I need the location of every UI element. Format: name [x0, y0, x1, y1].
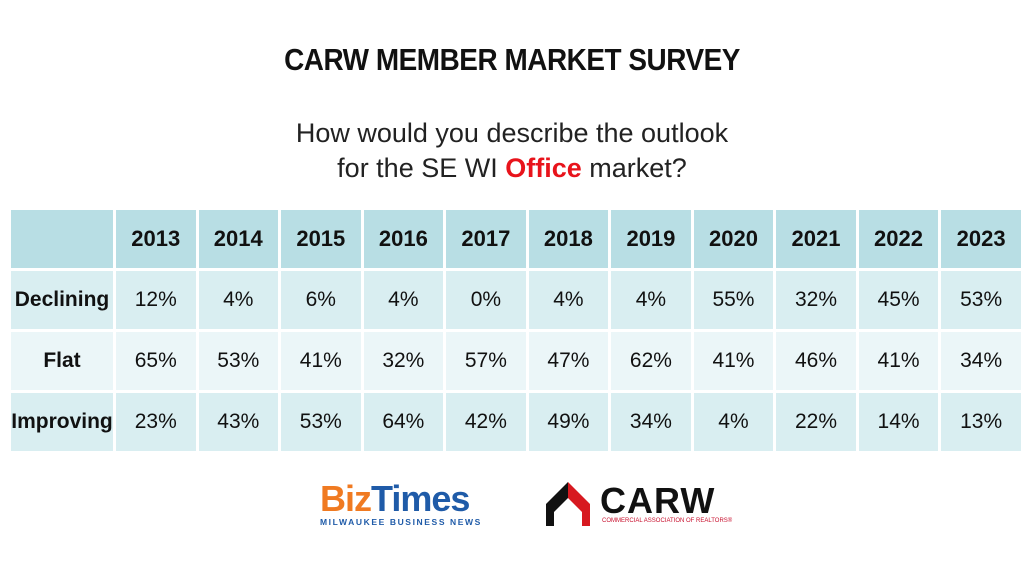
table-cell: 45% [858, 271, 939, 329]
logo-text: Biz [320, 478, 372, 519]
question-line: How would you describe the outlook [295, 118, 729, 148]
table-cell: 4% [363, 271, 444, 329]
table-cell: 22% [776, 393, 856, 451]
table-cell: 41% [693, 332, 774, 390]
header-row: 2013 2014 2015 2016 2017 2018 2019 2020 2021 2022… [11, 210, 1021, 268]
column-header: 2016 [363, 210, 444, 268]
table-cell: 41% [858, 332, 939, 390]
table-cell: 4% [528, 271, 609, 329]
row-label: Flat [11, 332, 113, 390]
table-cell: 43% [198, 393, 279, 451]
table-cell: 47% [528, 332, 609, 390]
table-cell: 46% [776, 332, 856, 390]
row-label: Improving [11, 393, 113, 451]
table-row: Improving 23% 43% 53% 64% 42% 49% 34% 4% 22% 14% 13… [11, 393, 1021, 451]
logo-text: CARW [600, 480, 716, 521]
logo-text: Times [371, 478, 470, 519]
table-cell: 0% [446, 271, 526, 329]
column-header: 2020 [693, 210, 774, 268]
table-cell: 62% [611, 332, 691, 390]
table-cell: 65% [115, 332, 196, 390]
column-header: 2018 [528, 210, 609, 268]
table-cell: 42% [446, 393, 526, 451]
table-cell: 53% [941, 271, 1021, 329]
row-label: Declining [11, 271, 113, 329]
column-header: 2023 [941, 210, 1021, 268]
column-header: 2014 [198, 210, 279, 268]
table-cell: 32% [776, 271, 856, 329]
table-cell: 12% [115, 271, 196, 329]
table-cell: 4% [198, 271, 279, 329]
question-text: market? [581, 153, 687, 183]
table-cell: 34% [941, 332, 1021, 390]
table-cell: 57% [446, 332, 526, 390]
column-header: 2015 [281, 210, 361, 268]
table-cell: 53% [281, 393, 361, 451]
table-cell: 41% [281, 332, 361, 390]
table-cell: 53% [198, 332, 279, 390]
question: How would you describe the outlook for t… [0, 116, 1024, 186]
table-cell: 4% [693, 393, 774, 451]
column-header: 2019 [611, 210, 691, 268]
question-highlight: Office [505, 153, 582, 183]
carw-icon [546, 482, 590, 526]
corner-cell [11, 210, 113, 268]
column-header: 2013 [115, 210, 196, 268]
table-cell: 14% [858, 393, 939, 451]
table-cell: 23% [115, 393, 196, 451]
title: CARW MEMBER MARKET SURVEY [284, 42, 740, 77]
column-header: 2021 [776, 210, 856, 268]
table-row: Flat 65% 53% 41% 32% 57% 47% 62% 41% 46% 41% 34% [11, 332, 1021, 390]
table-cell: 34% [611, 393, 691, 451]
table-cell: 4% [611, 271, 691, 329]
logo-tagline: MILWAUKEE BUSINESS NEWS [320, 517, 482, 527]
table-cell: 6% [281, 271, 361, 329]
question-text: for the SE WI [337, 153, 506, 183]
table-cell: 32% [363, 332, 444, 390]
column-header: 2022 [858, 210, 939, 268]
table-cell: 64% [363, 393, 444, 451]
column-header: 2017 [446, 210, 526, 268]
table-cell: 55% [693, 271, 774, 329]
table-row: Declining 12% 4% 6% 4% 0% 4% 4% 55% 32% 45% 53% [11, 271, 1021, 329]
table-cell: 13% [941, 393, 1021, 451]
table-cell: 49% [528, 393, 609, 451]
logo-tagline: COMMERCIAL ASSOCIATION OF REALTORS® [602, 518, 733, 524]
biztimes-logo: BizTimes MILWAUKEE BUSINESS NEWS [320, 478, 482, 527]
survey-table: 2013 2014 2015 2016 2017 2018 2019 2020 2021 2022… [8, 207, 1024, 454]
